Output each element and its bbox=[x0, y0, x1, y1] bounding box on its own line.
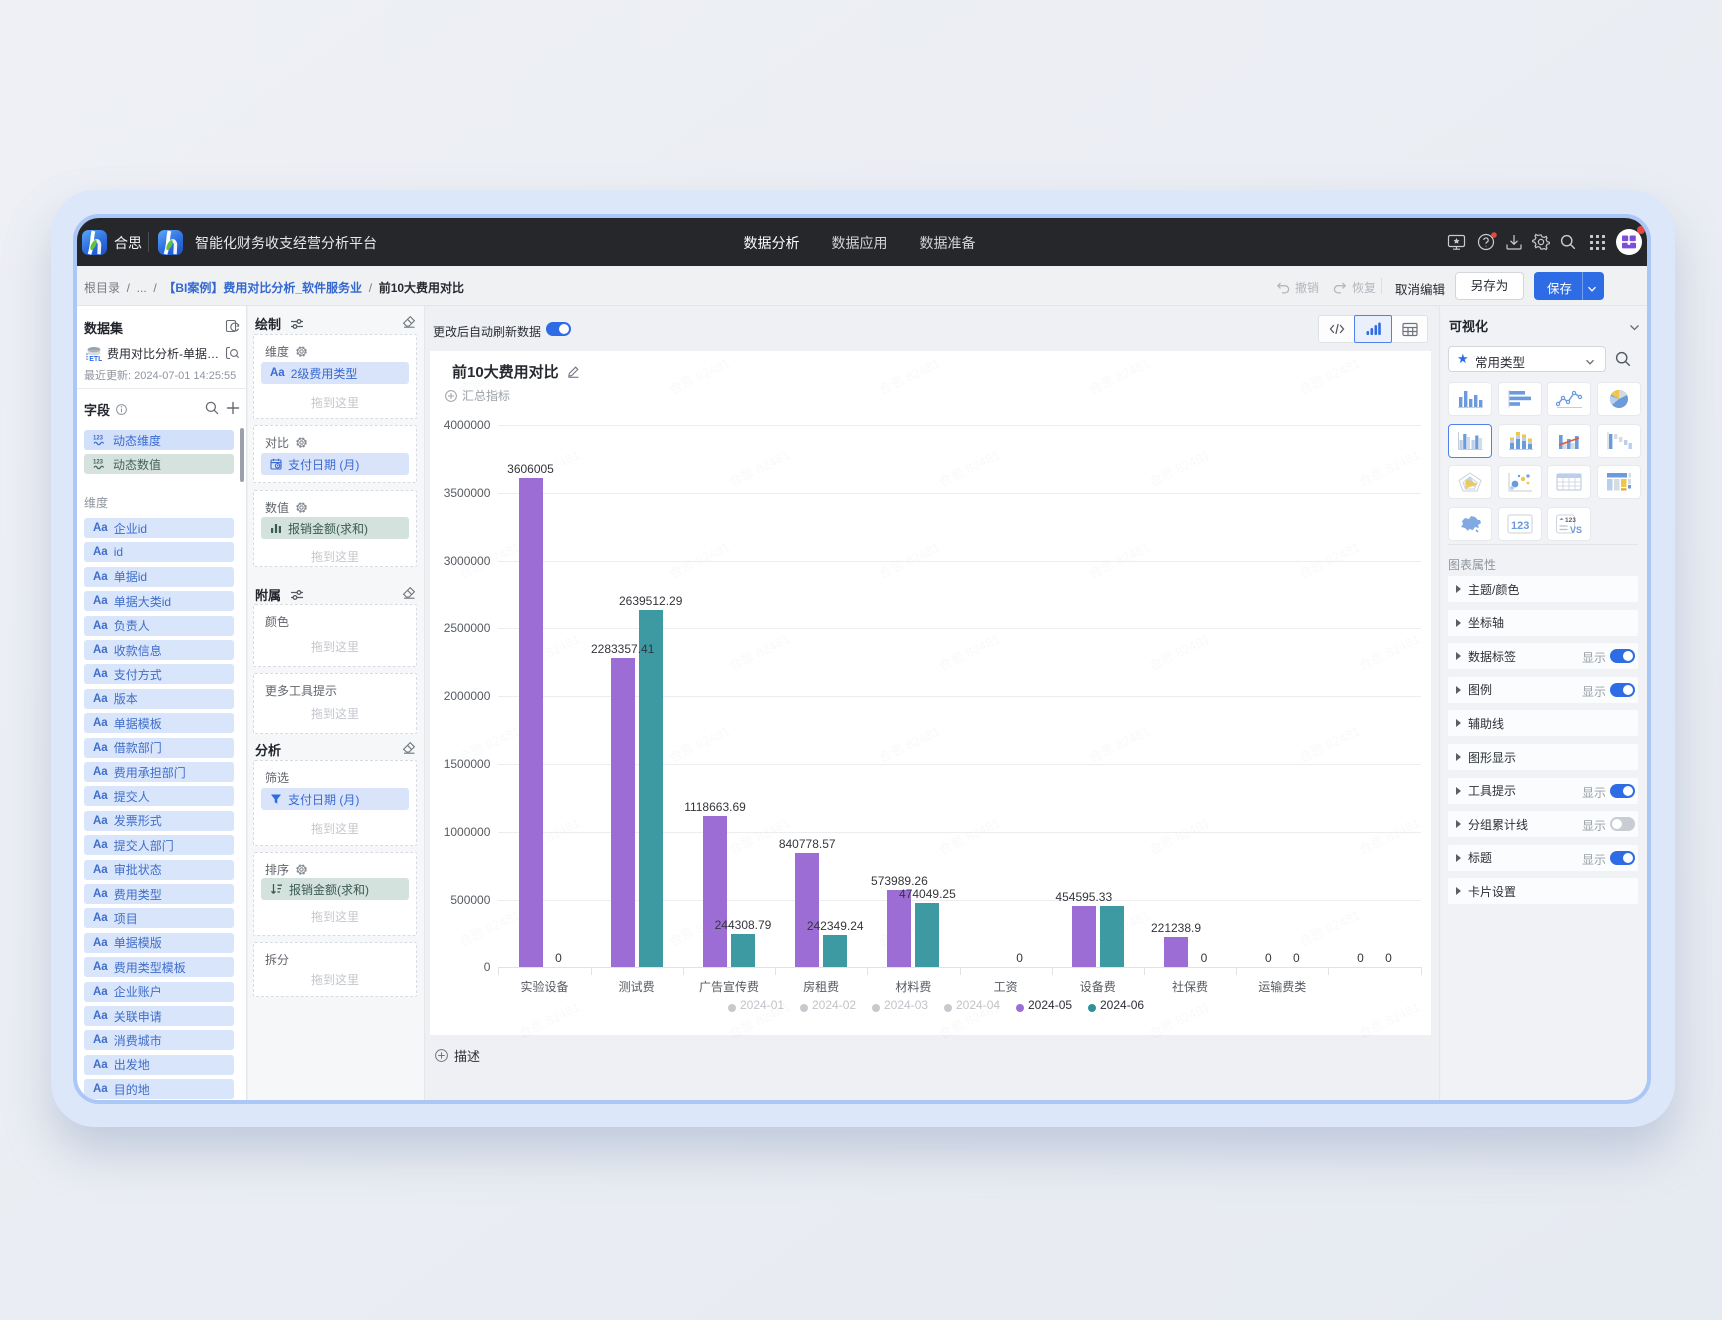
svg-text:123: 123 bbox=[1565, 517, 1576, 524]
svg-text:ETL: ETL bbox=[89, 355, 102, 361]
svg-text:123: 123 bbox=[1511, 520, 1529, 532]
svg-text:123: 123 bbox=[93, 435, 104, 441]
svg-text:VS: VS bbox=[1570, 525, 1582, 535]
svg-text:123: 123 bbox=[93, 459, 104, 465]
